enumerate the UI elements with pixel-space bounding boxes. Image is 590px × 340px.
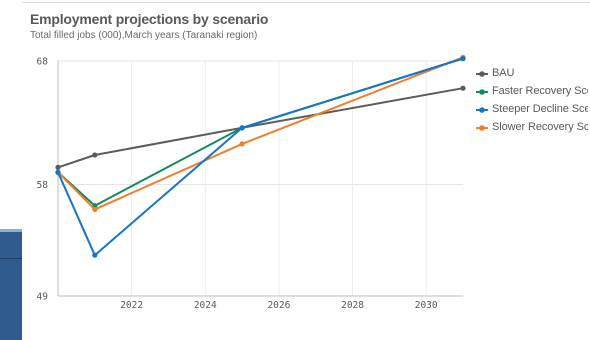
series-2-point-1[interactable] <box>92 252 98 258</box>
x-tick-label-2: 2026 <box>267 300 290 311</box>
series-0-point-0[interactable] <box>55 164 61 170</box>
legend-swatch-marker-3 <box>479 125 485 131</box>
x-tick-label-0: 2022 <box>120 300 143 311</box>
series-3-point-2[interactable] <box>239 141 245 147</box>
chart-legend: BAU Faster Recovery Scen... Steeper Declin… <box>476 66 588 138</box>
series-line-0[interactable] <box>57 87 464 169</box>
legend-swatch-marker-0 <box>479 71 485 77</box>
legend-swatch-3 <box>476 125 488 131</box>
background-window-line <box>0 258 22 259</box>
legend-label-2: Steeper Decline Scen... <box>492 103 588 115</box>
series-line-3[interactable] <box>57 56 464 211</box>
series-line-2[interactable] <box>57 57 464 257</box>
series-2-point-2[interactable] <box>239 125 245 131</box>
legend-item-0[interactable]: BAU <box>476 66 588 84</box>
legend-swatch-marker-2 <box>479 107 485 113</box>
x-tick-label-1: 2024 <box>194 300 217 311</box>
series-3-point-1[interactable] <box>92 206 98 213</box>
legend-item-1[interactable]: Faster Recovery Scen... <box>476 84 588 102</box>
legend-label-3: Slower Recovery Scen... <box>492 121 588 133</box>
series-2-point-3[interactable] <box>460 55 466 62</box>
y-tick-label-1: 58 <box>37 180 49 191</box>
legend-swatch-2 <box>476 107 488 113</box>
legend-swatch-marker-1 <box>479 89 485 95</box>
background-window-band <box>0 232 22 340</box>
chart-card <box>22 0 590 340</box>
legend-item-2[interactable]: Steeper Decline Scen... <box>476 102 588 120</box>
series-0-point-1[interactable] <box>92 152 98 158</box>
x-tick-label-3: 2028 <box>341 300 364 311</box>
background-window-band-top <box>0 229 22 232</box>
y-tick-label-0: 49 <box>37 292 49 303</box>
x-tick-label-4: 2030 <box>415 300 438 311</box>
legend-label-1: Faster Recovery Scen... <box>492 85 588 97</box>
chart-title: Employment projections by scenario <box>30 11 269 27</box>
legend-swatch-1 <box>476 89 488 95</box>
chart-card-border <box>22 2 590 3</box>
legend-item-3[interactable]: Slower Recovery Scen... <box>476 120 588 138</box>
series-0-point-3[interactable] <box>460 85 466 91</box>
legend-swatch-0 <box>476 71 488 77</box>
y-tick-label-2: 68 <box>37 57 49 68</box>
chart-subtitle: Total filled jobs (000),March years (Tar… <box>30 30 258 41</box>
series-2-point-0[interactable] <box>55 169 61 175</box>
legend-label-0: BAU <box>492 67 515 79</box>
